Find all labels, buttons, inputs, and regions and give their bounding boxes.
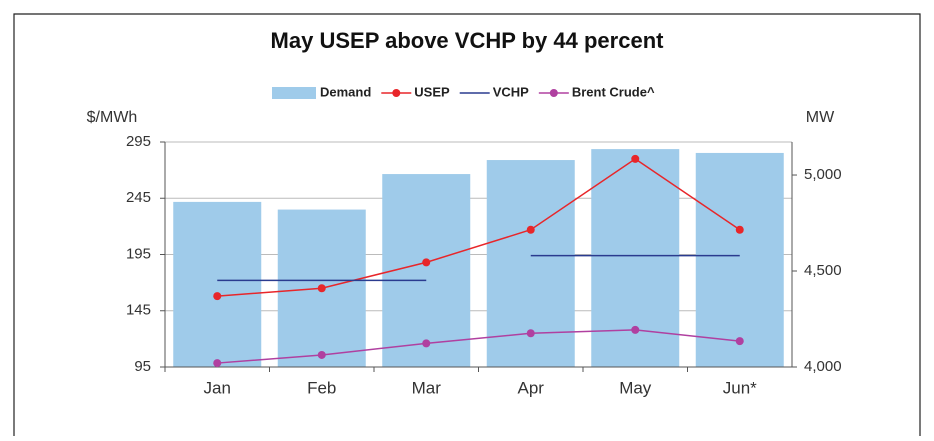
y-tick-label: 195 <box>126 245 151 262</box>
marker <box>631 325 640 334</box>
y2-tick-label: 5,000 <box>804 166 842 183</box>
x-tick-label: May <box>619 378 652 397</box>
legend-label: USEP <box>414 84 450 99</box>
marker <box>317 350 326 359</box>
marker <box>317 284 326 293</box>
bar <box>382 174 471 367</box>
y2-tick-label: 4,000 <box>804 358 842 375</box>
x-tick-label: Apr <box>518 378 545 397</box>
y2-axis-label: MW <box>806 109 835 126</box>
legend-marker <box>549 89 558 97</box>
y2-tick-label: 4,500 <box>804 262 842 279</box>
marker <box>422 258 431 267</box>
line <box>217 329 740 364</box>
y-tick-label: 245 <box>126 189 151 206</box>
y-tick-label: 295 <box>126 133 151 150</box>
line <box>217 157 741 297</box>
legend-label: Brent Crude^ <box>572 84 655 99</box>
legend-label: Demand <box>320 84 371 99</box>
chart-title: May USEP above VCHP by 44 percent <box>271 28 665 53</box>
bar <box>695 152 784 367</box>
x-tick-label: Feb <box>307 378 336 397</box>
y-axis-label: $/MWh <box>87 109 138 126</box>
marker <box>735 337 744 346</box>
marker <box>422 339 431 348</box>
y-tick-label: 95 <box>134 358 151 375</box>
x-tick-label: Mar <box>412 378 442 397</box>
marker <box>213 359 222 368</box>
bar <box>173 201 262 367</box>
marker <box>631 154 640 163</box>
marker <box>735 225 744 234</box>
bar <box>591 149 680 367</box>
x-tick-label: Jan <box>204 378 231 397</box>
legend-marker <box>392 89 401 97</box>
frame <box>13 13 921 436</box>
legend-label: VCHP <box>493 84 529 99</box>
y-tick-label: 145 <box>126 302 151 319</box>
x-tick-label: Jun* <box>723 378 757 397</box>
marker <box>213 292 222 301</box>
marker <box>526 225 535 234</box>
marker <box>526 329 535 338</box>
legend-swatch <box>272 87 316 99</box>
